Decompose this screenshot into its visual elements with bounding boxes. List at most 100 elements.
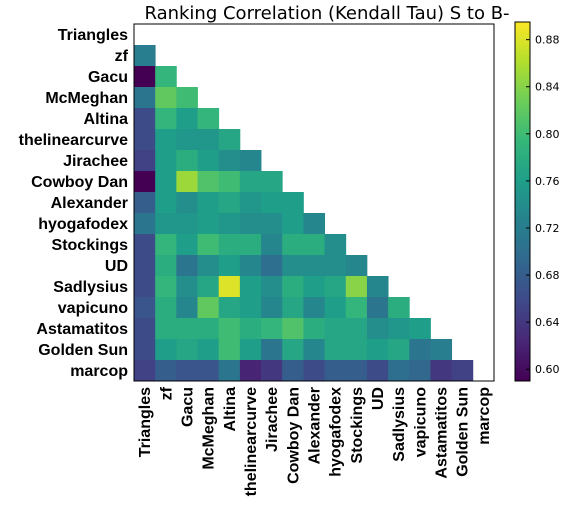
heatmap-cell <box>134 255 156 277</box>
heatmap-cell <box>155 129 177 151</box>
heatmap-cell <box>155 360 177 382</box>
colorbar-segment <box>515 93 530 98</box>
heatmap-cell <box>176 87 198 109</box>
heatmap-cell <box>155 192 177 214</box>
colorbar-segment <box>515 339 530 343</box>
heatmap-cell <box>239 255 262 277</box>
heatmap-cell <box>324 318 347 340</box>
colorbar-segment <box>515 156 530 161</box>
y-tick-label: thelinearcurve <box>19 132 128 149</box>
colorbar-segment <box>515 219 530 223</box>
colorbar-segment <box>515 243 530 247</box>
colorbar-segment <box>515 234 530 238</box>
colorbar-segment <box>515 36 530 41</box>
colorbar-tick-label: 0.84 <box>535 81 560 94</box>
heatmap-cell <box>218 318 241 340</box>
colorbar-segment <box>515 366 530 370</box>
colorbar-segment <box>515 282 530 286</box>
colorbar-segment <box>515 378 530 382</box>
heatmap-cell <box>345 318 368 340</box>
x-tick-label: Gacu <box>179 387 196 427</box>
y-tick-label: Astamatitos <box>36 321 128 338</box>
colorbar-segment <box>515 174 530 179</box>
heatmap-cell <box>176 129 198 151</box>
heatmap-cell <box>134 339 156 361</box>
heatmap-cell <box>324 276 347 298</box>
heatmap-cell <box>155 150 177 172</box>
colorbar-segment <box>515 198 530 202</box>
heatmap-cell <box>218 150 241 172</box>
colorbar-segment <box>515 45 530 50</box>
heatmap-cell <box>176 108 198 130</box>
y-tick-label: vapicuno <box>58 300 128 317</box>
heatmap-cell <box>261 234 283 256</box>
colorbar-segment <box>515 84 530 89</box>
y-tick-label: zf <box>115 48 129 65</box>
colorbar-segment <box>515 228 530 232</box>
x-tick-label: Astamatitos <box>434 387 451 479</box>
heatmap-cell <box>388 360 410 382</box>
colorbar-segment <box>515 192 530 197</box>
colorbar-segment <box>515 336 530 340</box>
colorbar-segment <box>515 168 530 173</box>
colorbar-segment <box>515 294 530 298</box>
heatmap-cell <box>261 213 283 235</box>
heatmap-cell <box>261 171 283 193</box>
colorbar-segment <box>515 159 530 164</box>
colorbar-segment <box>515 129 530 134</box>
colorbar-tick-label: 0.68 <box>535 269 560 282</box>
heatmap-cell <box>282 318 304 340</box>
y-tick-label: Golden Sun <box>38 342 128 359</box>
heatmap-cell <box>303 276 325 298</box>
chart-title: Ranking Correlation (Kendall Tau) S to B… <box>144 3 509 24</box>
heatmap-cell <box>218 255 241 277</box>
heatmap-cell <box>218 171 241 193</box>
heatmap-cell <box>176 150 198 172</box>
colorbar-segment <box>515 231 530 235</box>
colorbar-segment <box>515 144 530 149</box>
heatmap-cell <box>261 276 283 298</box>
colorbar-segment <box>515 30 530 35</box>
heatmap-cell <box>197 339 220 361</box>
colorbar-segment <box>515 165 530 170</box>
colorbar-segment <box>515 255 530 259</box>
colorbar-segment <box>515 105 530 110</box>
colorbar-segment <box>515 177 530 182</box>
heatmap-cell <box>176 192 198 214</box>
x-tick-label: hyogafodex <box>328 387 345 477</box>
colorbar-segment <box>515 150 530 155</box>
heatmap-cell <box>155 108 177 130</box>
heatmap-cell <box>197 129 220 151</box>
colorbar-segment <box>515 111 530 116</box>
colorbar-segment <box>515 54 530 59</box>
heatmap-cell <box>134 171 156 193</box>
colorbar: 0.60 0.64 0.68 0.72 0.76 0.80 0.84 0.88 <box>514 21 560 382</box>
heatmap-cell <box>239 150 262 172</box>
y-tick-label: Sadlysius <box>53 279 128 296</box>
heatmap-cell <box>197 213 220 235</box>
colorbar-segment <box>515 333 530 337</box>
heatmap-cell <box>282 297 304 319</box>
x-tick-label: Stockings <box>349 387 366 464</box>
heatmap-cell <box>197 192 220 214</box>
heatmap-cell <box>218 276 241 298</box>
heatmap-cell <box>239 276 262 298</box>
heatmap-cell <box>366 360 389 382</box>
heatmap-cell <box>134 360 156 382</box>
heatmap-cell <box>409 318 431 340</box>
x-tick-label: Triangles <box>137 387 154 457</box>
colorbar-segment <box>515 315 530 319</box>
y-axis-labels: Triangles zf Gacu McMeghan Altina thelinearcu… <box>19 27 129 380</box>
colorbar-segment <box>515 291 530 295</box>
heatmap-cell <box>218 339 241 361</box>
colorbar-tick-label: 0.60 <box>535 363 560 376</box>
colorbar-segment <box>515 51 530 56</box>
colorbar-segment <box>515 210 530 214</box>
heatmap-cell <box>134 192 156 214</box>
y-tick-label: Jirachee <box>63 153 128 170</box>
heatmap-cell <box>303 213 325 235</box>
heatmap-cell <box>176 297 198 319</box>
colorbar-segment <box>515 261 530 265</box>
colorbar-segment <box>515 285 530 289</box>
